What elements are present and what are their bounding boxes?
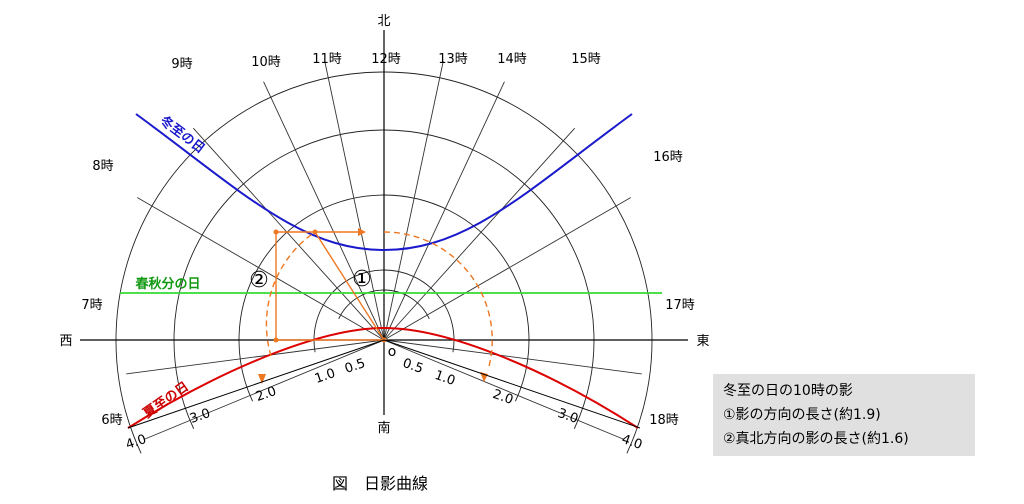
hour-line	[143, 339, 385, 440]
construction-lines	[265, 231, 493, 371]
hour-line	[383, 81, 505, 341]
scale-label-west-4.0: 4.0	[124, 432, 148, 453]
scale-label-west-2.0: 2.0	[254, 384, 278, 405]
summer-curve-label: 夏至の日	[140, 379, 192, 422]
north-label: 北	[377, 14, 390, 29]
hour-label-6: 6時	[101, 413, 122, 428]
scale-label-east-1.0: 1.0	[433, 368, 457, 389]
scale-label-east-4.0: 4.0	[620, 432, 644, 453]
legend-title: 冬至の日の10時の影	[723, 383, 853, 399]
east-label: 東	[696, 333, 709, 349]
hour-label-13: 13時	[438, 52, 468, 67]
equinox-curve-label: 春秋分の日	[134, 276, 200, 292]
hour-label-7: 7時	[81, 298, 102, 313]
hour-label-9: 9時	[171, 57, 192, 72]
legend-line-2: ②真北方向の影の長さ(約1.6)	[723, 431, 909, 447]
hour-line	[383, 339, 642, 375]
hour-label-18: 18時	[649, 413, 679, 428]
scale-label-west-0.5: 0.5	[343, 356, 367, 377]
west-label: 西	[59, 334, 72, 349]
scale-label-east-0.5: 0.5	[401, 356, 425, 377]
hour-line	[383, 61, 444, 341]
hour-label-10: 10時	[251, 55, 281, 70]
west-scale-bar	[127, 339, 385, 429]
hour-label-12: 12時	[371, 52, 401, 67]
hour-line	[136, 197, 385, 341]
scale-label-east-3.0: 3.0	[556, 406, 580, 427]
legend-line-1: ①影の方向の長さ(約1.9)	[723, 407, 881, 423]
construction-points	[273, 229, 387, 343]
legend-box: 冬至の日の10時の影 ①影の方向の長さ(約1.9) ②真北方向の影の長さ(約1.…	[713, 374, 975, 456]
construction-arrows	[258, 228, 488, 384]
scale-label-west-3.0: 3.0	[188, 406, 212, 427]
south-label: 南	[377, 420, 390, 436]
hour-line	[126, 339, 385, 375]
hour-line	[383, 339, 625, 440]
hour-label-16: 16時	[653, 150, 683, 165]
hour-line	[263, 81, 385, 341]
marker-one: ①	[352, 267, 372, 292]
hour-label-15: 15時	[571, 52, 601, 67]
east-scale-bar	[383, 339, 641, 429]
hour-line	[192, 127, 385, 341]
hour-label-8: 8時	[92, 159, 113, 174]
hour-label-14: 14時	[497, 52, 527, 67]
scale-label-west-1.0: 1.0	[313, 366, 337, 387]
scale-label-east-2.0: 2.0	[491, 387, 515, 408]
hour-label-17: 17時	[665, 298, 695, 313]
hour-line	[324, 61, 385, 341]
figure-caption: 図 日影曲線	[331, 474, 428, 493]
summer-solstice-curve	[127, 326, 639, 429]
winter-solstice-curve	[135, 113, 633, 252]
hour-line	[383, 127, 576, 341]
hour-label-11: 11時	[312, 52, 342, 67]
origin-label: o	[388, 344, 397, 360]
marker-two: ②	[249, 268, 269, 293]
hour-line	[383, 197, 632, 341]
